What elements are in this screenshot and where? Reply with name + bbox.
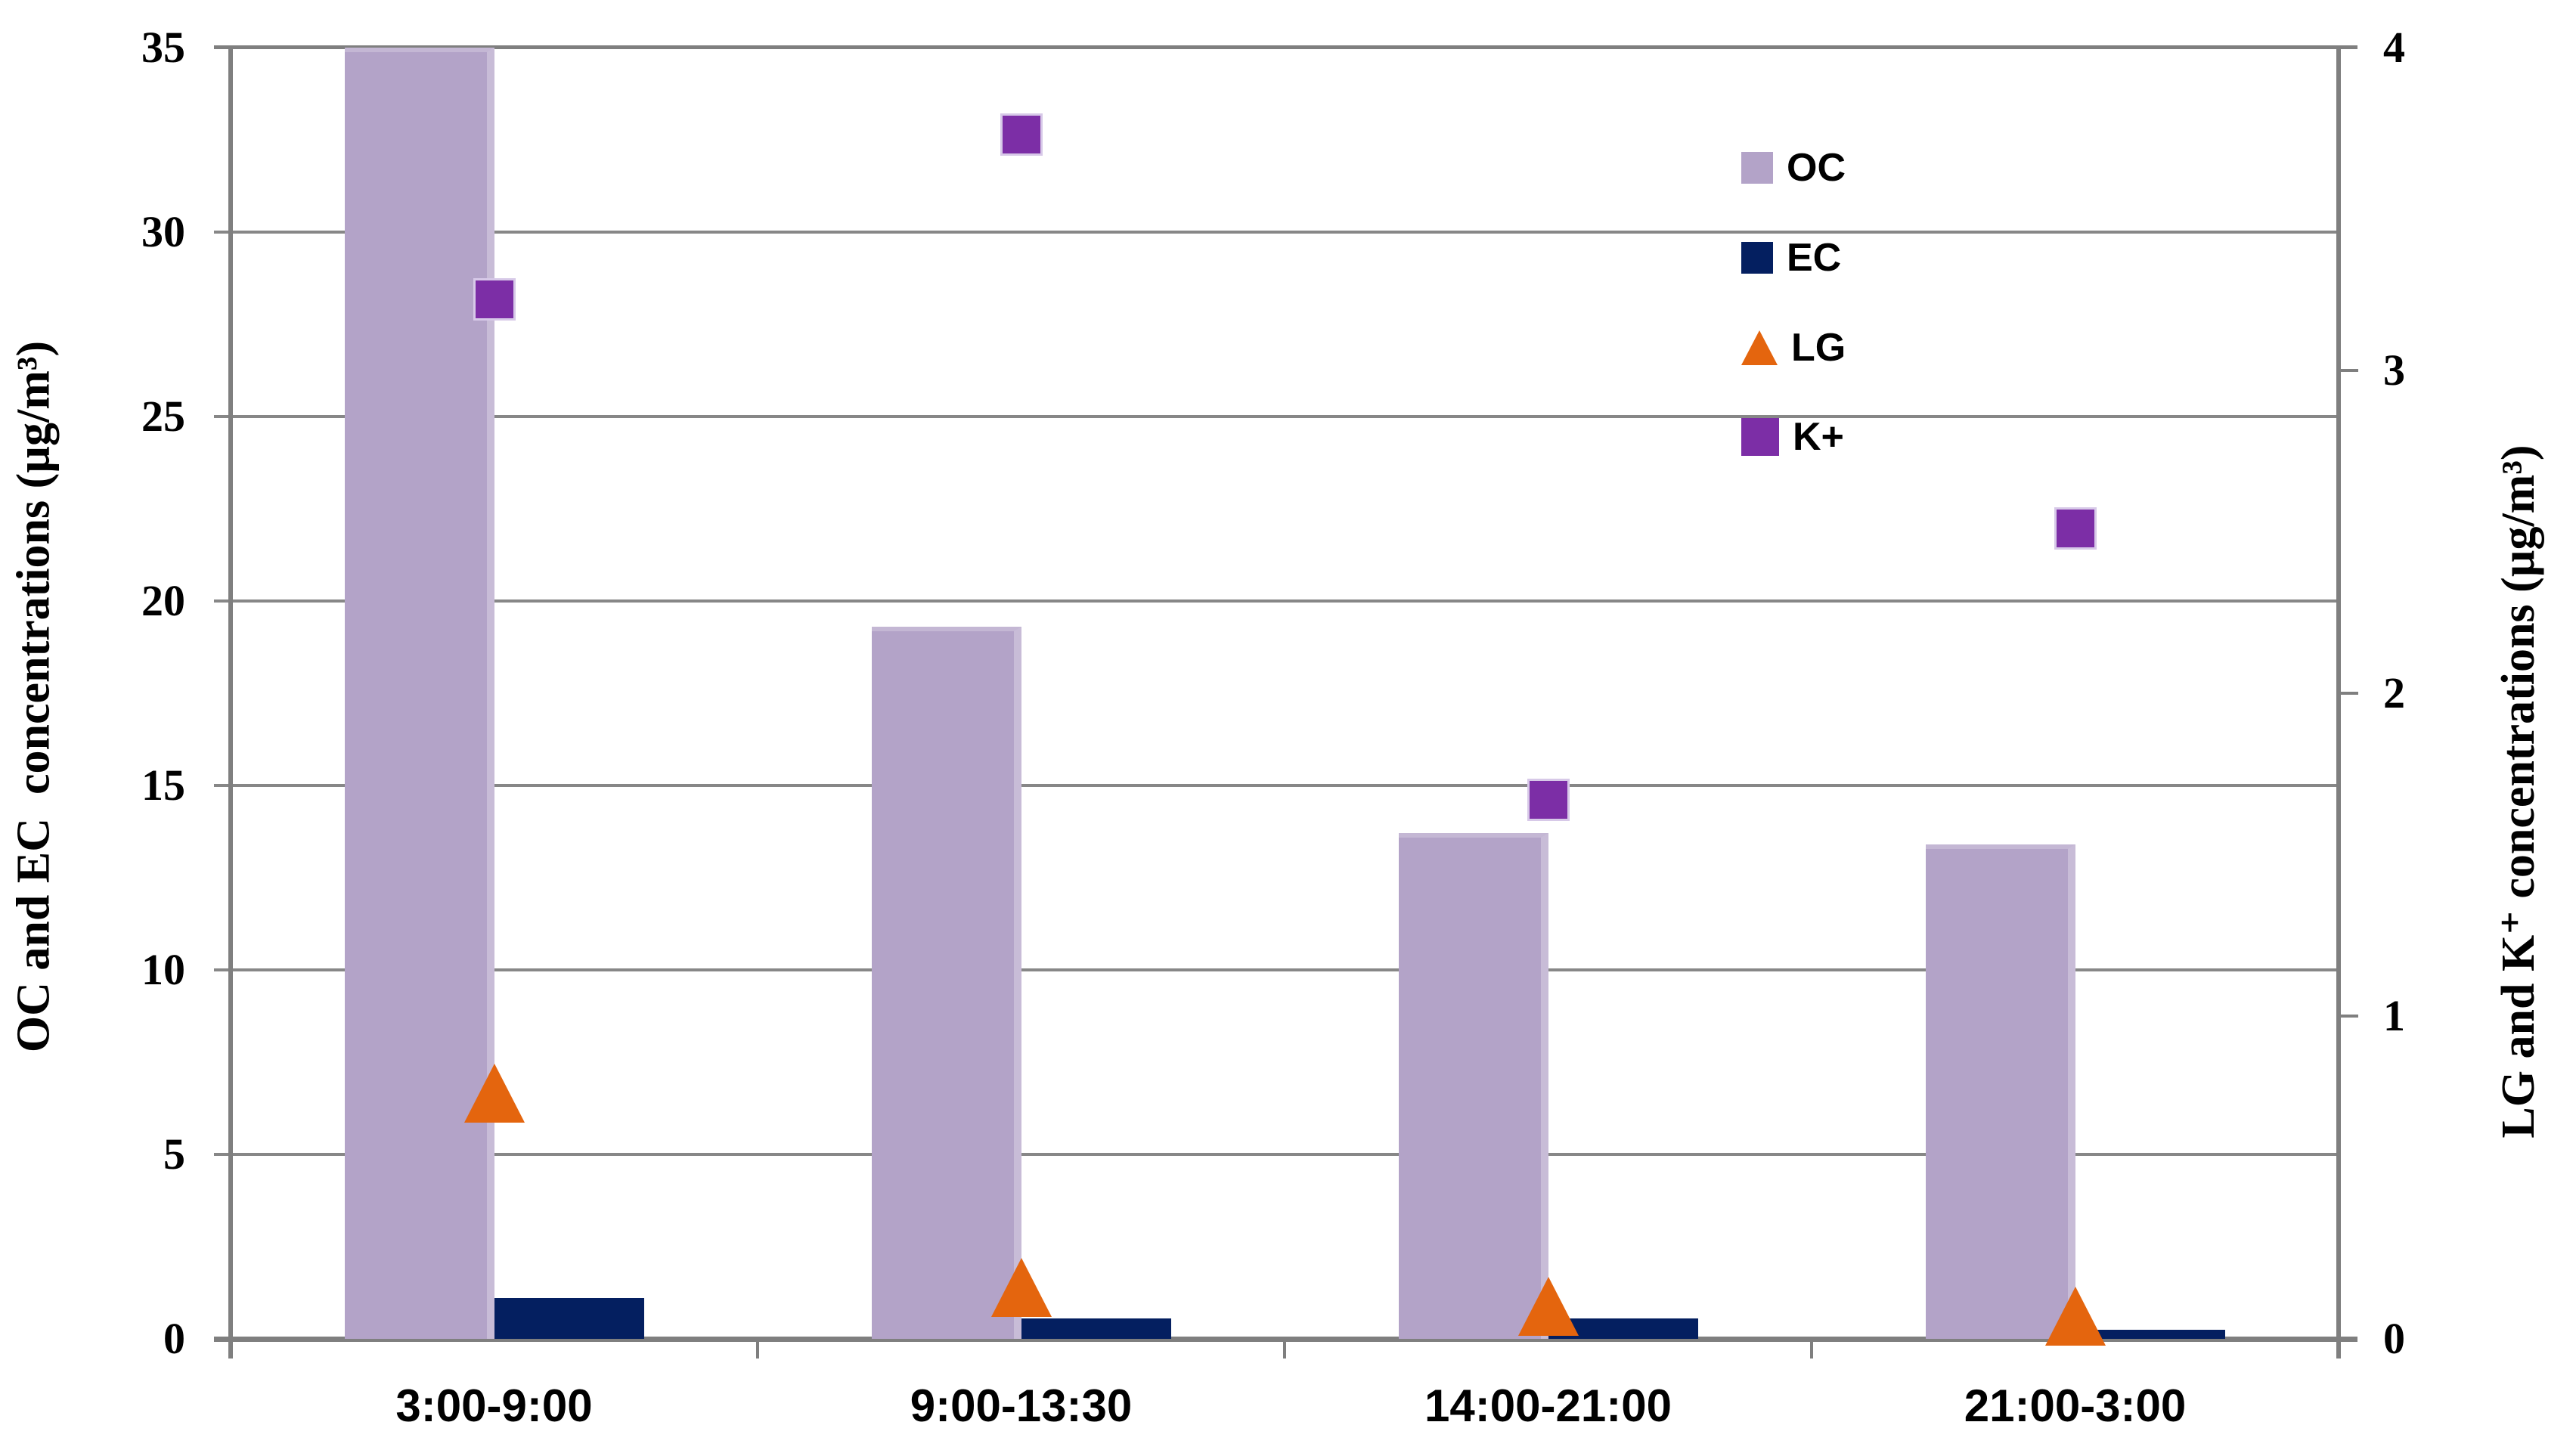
marker-lg xyxy=(1517,1277,1579,1337)
marker-lg xyxy=(990,1257,1052,1317)
x-category-label: 3:00-9:00 xyxy=(395,1380,593,1431)
legend-swatch-lg xyxy=(1741,330,1778,365)
x-category-label: 21:00-3:00 xyxy=(1964,1380,2187,1431)
y-axis-line-right xyxy=(2336,48,2341,1359)
gridline xyxy=(214,415,2339,418)
y-tick-label-right: 1 xyxy=(2383,991,2405,1040)
plot-top-gridline xyxy=(214,45,2357,49)
gridline xyxy=(214,231,2339,234)
marker-lg xyxy=(463,1064,525,1123)
legend-label-lg: LG xyxy=(1791,326,1846,370)
y-tick-label-right: 4 xyxy=(2383,23,2405,72)
bar-ec xyxy=(1021,1318,1171,1339)
y-tick-label-left: 0 xyxy=(163,1314,185,1363)
y-tick-label-right: 0 xyxy=(2383,1314,2405,1363)
legend-label-oc: OC xyxy=(1787,146,1846,190)
bar-oc xyxy=(1925,844,2075,1339)
right-axis-tick xyxy=(2339,692,2358,695)
y-axis-line-left xyxy=(228,48,233,1359)
bar-oc xyxy=(344,48,494,1339)
x-category-label: 9:00-13:30 xyxy=(910,1380,1133,1431)
marker-kplus xyxy=(1000,113,1043,156)
gridline xyxy=(214,784,2339,787)
y-tick-label-left: 25 xyxy=(141,392,185,441)
bar-oc xyxy=(871,627,1021,1339)
y-tick-label-right: 2 xyxy=(2383,668,2405,717)
bar-ec xyxy=(494,1298,644,1339)
marker-kplus xyxy=(2054,507,2097,550)
legend-swatch-kplus xyxy=(1741,418,1779,456)
gridline xyxy=(214,968,2339,971)
gridline xyxy=(214,599,2339,603)
x-axis-tick xyxy=(756,1339,759,1359)
legend-swatch-ec xyxy=(1741,242,1773,274)
gridline xyxy=(214,1153,2339,1156)
legend-item-lg: LG xyxy=(1741,328,1846,367)
legend-item-oc: OC xyxy=(1741,148,1846,187)
y-tick-label-left: 30 xyxy=(141,207,185,256)
right-axis-tick xyxy=(2339,369,2358,372)
legend-item-kplus: K+ xyxy=(1741,417,1844,457)
y-tick-label-left: 35 xyxy=(141,23,185,72)
x-axis-tick xyxy=(1810,1339,1813,1359)
marker-kplus xyxy=(473,278,516,321)
y-tick-label-left: 5 xyxy=(163,1129,185,1179)
legend-label-ec: EC xyxy=(1787,236,1842,280)
right-axis-tick xyxy=(2339,1015,2358,1018)
legend-item-ec: EC xyxy=(1741,238,1841,277)
marker-lg xyxy=(2044,1287,2106,1346)
y-tick-label-right: 3 xyxy=(2383,345,2405,395)
y-tick-label-left: 20 xyxy=(141,576,185,625)
legend-swatch-oc xyxy=(1741,152,1773,184)
bar-ec xyxy=(2075,1329,2225,1339)
marker-kplus xyxy=(1527,778,1570,821)
x-axis-tick xyxy=(1283,1339,1286,1359)
bar-oc xyxy=(1398,833,1548,1339)
x-category-label: 14:00-21:00 xyxy=(1424,1380,1672,1431)
y-tick-label-left: 10 xyxy=(141,945,185,994)
legend-label-kplus: K+ xyxy=(1793,415,1844,459)
y-tick-label-left: 15 xyxy=(141,761,185,810)
